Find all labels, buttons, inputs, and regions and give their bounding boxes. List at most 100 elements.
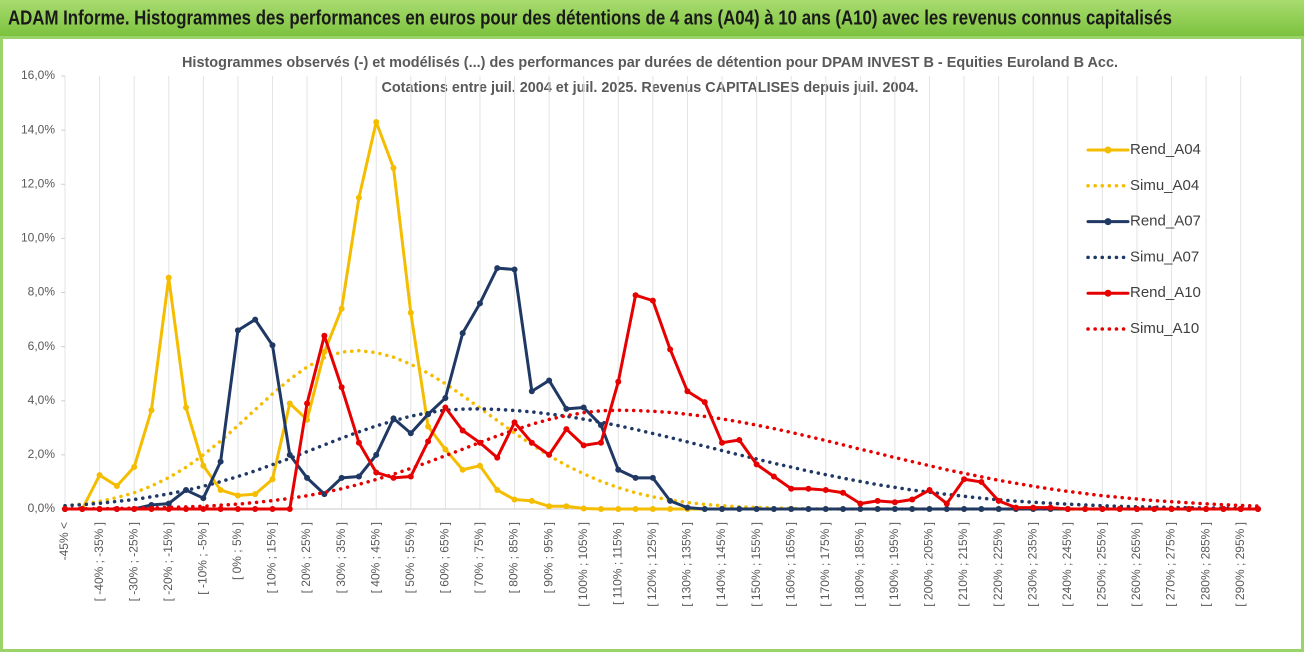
data-point — [459, 427, 466, 434]
series-line — [63, 407, 1260, 511]
data-point — [615, 466, 622, 473]
data-point — [805, 485, 812, 492]
legend-label: Simu_A10 — [1130, 320, 1199, 337]
chart-subtitle: Cotations entre juil. 2004 et juil. 2025… — [382, 79, 919, 96]
data-point — [597, 439, 604, 446]
data-point — [321, 332, 328, 339]
data-point — [234, 506, 241, 512]
header-title: ADAM Informe. Histogrammes des performan… — [8, 7, 1172, 29]
x-tick-label: [ 100% ; 105% ] — [576, 522, 590, 607]
x-tick-label: [ 130% ; 135% ] — [680, 522, 694, 607]
data-point — [355, 473, 362, 480]
data-point — [425, 438, 432, 445]
data-point — [701, 506, 708, 512]
data-point — [719, 439, 726, 446]
data-point — [978, 478, 985, 485]
data-point — [286, 400, 293, 407]
x-tick-label: [ 190% ; 195% ] — [887, 522, 901, 607]
x-tick-label: [ 140% ; 145% ] — [714, 522, 728, 607]
data-point — [632, 474, 639, 481]
data-point — [822, 487, 829, 494]
data-point — [528, 439, 535, 446]
data-point — [217, 458, 224, 465]
data-point — [909, 496, 916, 503]
y-tick-label: 8,0% — [28, 285, 56, 299]
legend-label: Rend_A10 — [1130, 284, 1201, 301]
data-point — [840, 489, 847, 496]
x-tick-label: [ 240% ; 245% ] — [1060, 522, 1074, 607]
x-tick-label: [ 270% ; 275% ] — [1164, 522, 1178, 607]
data-point — [252, 506, 259, 512]
data-point — [597, 422, 604, 429]
x-tick-label: [ 220% ; 225% ] — [991, 522, 1005, 607]
series-line — [63, 408, 1260, 511]
data-point — [857, 500, 864, 507]
x-tick-label: [ 280% ; 285% ] — [1198, 522, 1212, 607]
data-point — [770, 506, 777, 512]
data-point — [234, 492, 241, 499]
data-point — [615, 378, 622, 385]
data-point — [580, 442, 587, 449]
data-point — [148, 407, 155, 414]
data-point — [632, 506, 639, 512]
x-tick-label: [ 180% ; 185% ] — [853, 522, 867, 607]
data-point — [649, 506, 656, 512]
data-point — [649, 297, 656, 304]
y-tick-label: 0,0% — [28, 501, 56, 515]
data-point — [753, 461, 760, 468]
data-point — [1237, 506, 1244, 512]
data-point — [649, 474, 656, 481]
data-point — [269, 342, 276, 349]
data-point — [719, 506, 726, 512]
data-point — [1116, 506, 1123, 512]
data-point — [442, 404, 449, 411]
x-tick-label: [ 0% ; 5% ] — [230, 522, 244, 580]
data-point — [407, 473, 414, 480]
data-point — [632, 292, 639, 299]
data-point — [269, 506, 276, 512]
data-point — [597, 506, 604, 512]
x-tick-label: [ 10% ; 15% ] — [265, 522, 279, 593]
legend-label: Simu_A07 — [1130, 248, 1199, 265]
data-point — [511, 419, 518, 426]
data-point — [79, 506, 86, 512]
x-tick-label: [ 250% ; 255% ] — [1095, 522, 1109, 607]
data-point — [736, 436, 743, 443]
data-point — [1064, 506, 1071, 512]
data-point — [200, 495, 207, 502]
data-point — [667, 506, 674, 512]
data-point — [805, 506, 812, 512]
data-point — [528, 388, 535, 395]
x-tick-label: [ 210% ; 215% ] — [956, 522, 970, 607]
data-point — [891, 499, 898, 506]
data-point — [355, 439, 362, 446]
data-point — [234, 327, 241, 334]
data-point — [546, 503, 553, 510]
chart-frame — [0, 36, 1304, 652]
data-point — [425, 423, 432, 430]
x-tick-label: -45% < — [57, 522, 71, 560]
data-point — [1012, 504, 1019, 511]
data-point — [546, 377, 553, 384]
y-tick-label: 4,0% — [28, 393, 56, 407]
data-point — [1151, 506, 1158, 512]
data-point — [183, 404, 190, 411]
data-point — [459, 330, 466, 337]
data-point — [407, 309, 414, 316]
data-point — [528, 497, 535, 504]
data-point — [563, 426, 570, 433]
x-tick-label: [ 290% ; 295% ] — [1233, 522, 1247, 607]
data-point — [1099, 506, 1106, 512]
x-tick-label: [ 150% ; 155% ] — [749, 522, 763, 607]
data-point — [338, 474, 345, 481]
data-point — [252, 316, 259, 323]
data-point — [943, 506, 950, 512]
y-tick-label: 6,0% — [28, 339, 56, 353]
data-point — [442, 446, 449, 453]
data-point — [165, 500, 172, 507]
x-tick-label: [ 260% ; 265% ] — [1129, 522, 1143, 607]
data-point — [217, 487, 224, 494]
data-point — [736, 506, 743, 512]
data-point — [269, 476, 276, 483]
